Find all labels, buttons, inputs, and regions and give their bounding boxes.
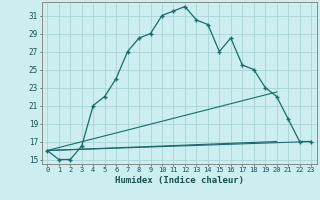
X-axis label: Humidex (Indice chaleur): Humidex (Indice chaleur) bbox=[115, 176, 244, 185]
